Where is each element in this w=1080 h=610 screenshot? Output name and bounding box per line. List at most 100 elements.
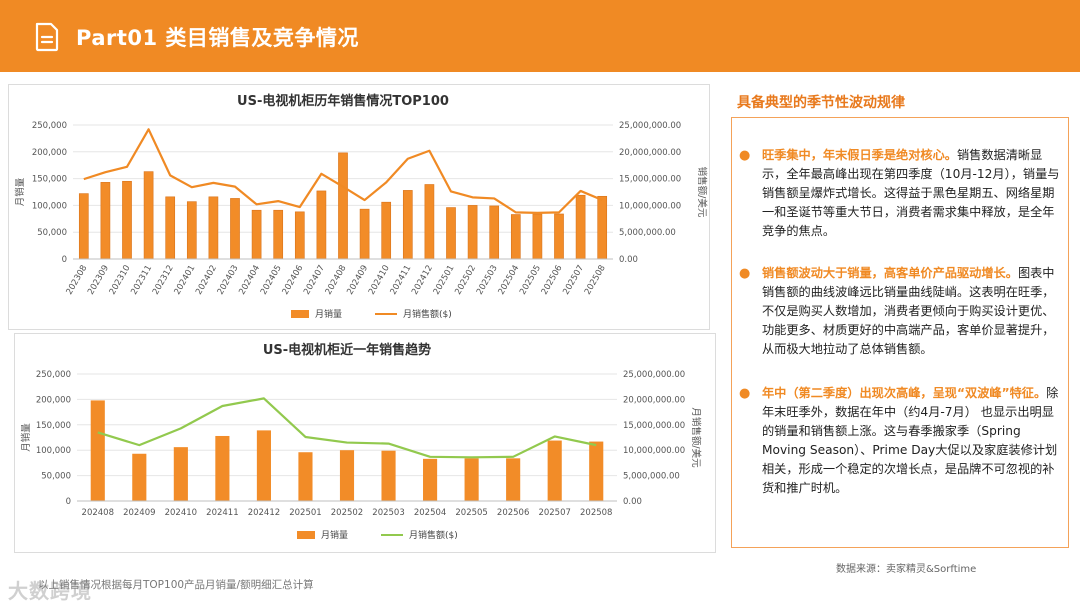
bar xyxy=(256,430,271,501)
legend-label: 月销售额($) xyxy=(403,308,452,320)
y2-tick-label: 5,000,000.00 xyxy=(619,228,676,238)
y2-tick-label: 25,000,000.00 xyxy=(623,370,685,380)
bar xyxy=(298,452,313,501)
bullet-dot-icon: ● xyxy=(739,266,751,281)
x-tick-label: 202501 xyxy=(289,508,321,518)
bar xyxy=(467,205,478,260)
x-tick-label: 202506 xyxy=(497,508,529,518)
y-tick-label: 200,000 xyxy=(32,148,67,158)
document-icon xyxy=(35,22,59,52)
bar xyxy=(339,450,355,501)
x-tick-label: 202504 xyxy=(414,508,446,518)
data-source: 数据来源：卖家精灵&Sorftime xyxy=(836,564,977,575)
bullet-text: 除年末旺季外，数据在年中（约4月-7月） 也显示出明显的销量和销售额上涨。这与春… xyxy=(762,386,1059,495)
bar xyxy=(294,211,305,260)
bar xyxy=(173,447,188,501)
bar xyxy=(78,193,89,260)
y2-tick-label: 15,000,000.00 xyxy=(623,421,685,431)
y-tick-label: 250,000 xyxy=(36,370,71,380)
bar xyxy=(510,214,521,260)
y-tick-label: 200,000 xyxy=(36,395,71,405)
bar xyxy=(230,198,240,260)
bar xyxy=(506,458,521,501)
footnote: 以上销售情况根据每月TOP100产品月销量/额明细汇总计算 xyxy=(38,579,314,591)
bar xyxy=(90,400,105,501)
legend-swatch-bar xyxy=(291,310,309,318)
bar xyxy=(143,171,154,260)
bar xyxy=(589,441,604,501)
y2-tick-label: 20,000,000.00 xyxy=(619,148,681,158)
x-tick-label: 202505 xyxy=(455,508,487,518)
bar xyxy=(423,458,438,501)
chart-title: US-电视机柜近一年销售趋势 xyxy=(263,342,431,358)
y-tick-label: 150,000 xyxy=(36,421,71,431)
analysis-title: 具备典型的季节性波动规律 xyxy=(737,95,905,111)
analysis-bullet: ● 年中（第二季度）出现次高峰，呈现“双波峰”特征。除年末旺季外，数据在年中（约… xyxy=(736,384,1062,498)
x-tick-label: 202408 xyxy=(82,508,114,518)
bar xyxy=(489,205,500,260)
x-tick-label: 202412 xyxy=(248,508,280,518)
y2-tick-label: 5,000,000.00 xyxy=(623,472,680,482)
bar xyxy=(251,209,262,260)
y-tick-label: 50,000 xyxy=(41,472,71,482)
y-axis-label: 月销量 xyxy=(14,177,26,206)
y-tick-label: 100,000 xyxy=(36,446,71,456)
analysis-bullet: ● 旺季集中，年末假日季是绝对核心。销售数据清晰显示，全年最高峰出现在第四季度（… xyxy=(736,146,1062,241)
x-tick-label: 202507 xyxy=(538,508,570,518)
x-tick-label: 202508 xyxy=(580,508,612,518)
y-tick-label: 0 xyxy=(62,255,67,265)
bar xyxy=(273,209,284,260)
bar xyxy=(381,201,392,260)
x-tick-label: 202410 xyxy=(165,508,197,518)
y-tick-label: 250,000 xyxy=(32,121,67,131)
bar xyxy=(446,207,456,260)
bar xyxy=(381,450,396,501)
history-sales-chart: US-电视机柜历年销售情况TOP100 0 50,000 100,000 150,000… xyxy=(14,93,708,320)
x-tick-label: 202411 xyxy=(206,508,238,518)
bar xyxy=(424,184,435,260)
y-tick-label: 100,000 xyxy=(32,201,67,211)
y2-tick-label: 10,000,000.00 xyxy=(623,446,685,456)
x-tick-label: 202502 xyxy=(331,508,363,518)
bullet-highlight: 销售额波动大于销量，高客单价产品驱动增长。 xyxy=(762,266,1018,280)
series-line xyxy=(97,397,597,459)
x-tick-label: 202508 xyxy=(583,264,608,297)
y-tick-label: 50,000 xyxy=(37,228,67,238)
y2-axis-label: 销售额/美元 xyxy=(696,167,708,218)
recent-sales-chart: US-电视机柜近一年销售趋势 0 50,000 100,000 150,000 200,0… xyxy=(20,342,702,541)
bar xyxy=(132,453,147,501)
chart-panel-recent: US-电视机柜近一年销售趋势 0 50,000 100,000 150,000 200,0… xyxy=(14,333,716,553)
y-tick-label: 0 xyxy=(66,497,71,507)
chart-title: US-电视机柜历年销售情况TOP100 xyxy=(237,93,449,109)
bullet-highlight: 旺季集中，年末假日季是绝对核心。 xyxy=(762,148,957,162)
bar xyxy=(554,213,564,260)
legend-label: 月销量 xyxy=(321,529,348,541)
watermark-logo: 大数跨境 xyxy=(8,579,92,603)
bullet-highlight: 年中（第二季度）出现次高峰，呈现“双波峰”特征。 xyxy=(762,386,1047,400)
y2-tick-label: 25,000,000.00 xyxy=(619,121,681,131)
y2-tick-label: 0.00 xyxy=(623,497,642,507)
bullet-dot-icon: ● xyxy=(739,386,751,401)
bar xyxy=(402,190,413,260)
legend-swatch-bar xyxy=(297,531,315,539)
x-tick-label: 202503 xyxy=(372,508,404,518)
bar xyxy=(464,458,479,501)
y2-tick-label: 20,000,000.00 xyxy=(623,395,685,405)
y2-tick-label: 15,000,000.00 xyxy=(619,175,681,185)
bar xyxy=(575,194,586,260)
bar xyxy=(316,190,327,260)
bar xyxy=(215,435,230,501)
bullet-text: 销售数据清晰显示，全年最高峰出现在第四季度（10月-12月），销量与销售额呈爆炸… xyxy=(762,148,1060,238)
bar xyxy=(122,180,132,260)
bullet-dot-icon: ● xyxy=(739,148,751,163)
y-axis-label: 月销量 xyxy=(20,423,32,452)
legend-label: 月销售额($) xyxy=(409,529,458,541)
x-tick-label: 202409 xyxy=(123,508,155,518)
analysis-bullet: ● 销售额波动大于销量，高客单价产品驱动增长。图表中销售额的曲线波峰远比销量曲线… xyxy=(736,264,1062,359)
analysis-panel: ● 旺季集中，年末假日季是绝对核心。销售数据清晰显示，全年最高峰出现在第四季度（… xyxy=(731,117,1069,548)
legend-label: 月销量 xyxy=(315,308,342,320)
bar xyxy=(165,196,176,260)
bar xyxy=(208,196,219,260)
header-bar: Part01 类目销售及竞争情况 xyxy=(0,0,1080,72)
bar xyxy=(547,440,562,501)
